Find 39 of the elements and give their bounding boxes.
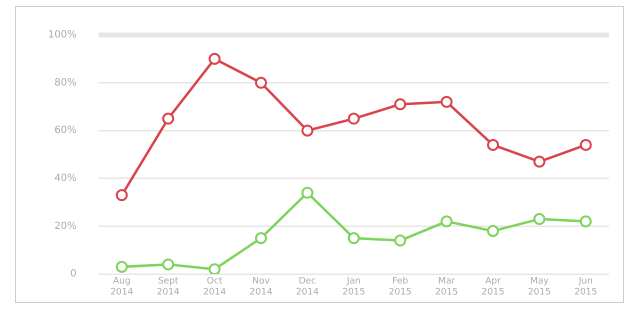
y-tick-label: 100% <box>48 30 77 41</box>
point <box>533 156 546 168</box>
x-tick-label: Dec 2014 <box>296 276 320 298</box>
point <box>208 263 221 274</box>
point <box>440 96 453 108</box>
x-tick-label: Oct 2014 <box>203 276 226 298</box>
point <box>348 112 360 125</box>
point <box>440 215 453 228</box>
point <box>162 112 174 125</box>
point <box>487 224 499 237</box>
point <box>487 138 499 151</box>
x-tick-label: Nov 2014 <box>250 276 273 298</box>
point <box>301 124 314 137</box>
x-tick-label: Jun 2015 <box>574 276 598 298</box>
point <box>348 232 360 244</box>
point <box>580 138 592 151</box>
y-tick-label: 80% <box>54 77 77 88</box>
x-tick-label: Sept 2014 <box>156 276 180 298</box>
x-tick-label: Mar 2015 <box>435 276 458 298</box>
y-tick-label: 60% <box>54 125 77 136</box>
point <box>533 213 546 226</box>
point <box>580 215 592 228</box>
point <box>301 186 314 199</box>
point <box>394 234 406 247</box>
point <box>394 98 406 110</box>
point <box>254 76 267 89</box>
point <box>116 260 128 273</box>
point <box>254 232 267 244</box>
x-tick-label: Jan 2015 <box>342 276 366 298</box>
point <box>208 52 221 65</box>
x-tick-label: Apr 2015 <box>482 276 504 298</box>
x-tick-label: Aug 2014 <box>110 276 134 298</box>
x-tick-label: Feb 2015 <box>388 276 412 298</box>
point <box>162 258 174 270</box>
y-tick-label: 40% <box>54 172 77 184</box>
y-tick-label: 20% <box>54 220 77 232</box>
y-tick-label: 0 <box>70 268 77 280</box>
x-tick-label: May 2015 <box>528 276 551 298</box>
point <box>116 189 128 202</box>
